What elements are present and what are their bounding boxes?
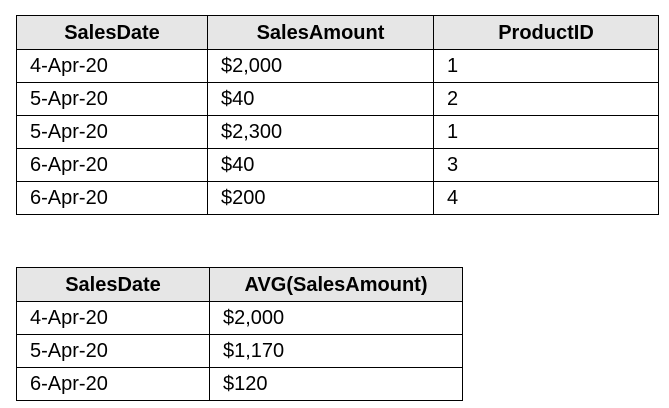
cell-sales-date: 6-Apr-20	[16, 181, 208, 215]
cell-sales-date: 5-Apr-20	[16, 334, 210, 368]
table-row: 5-Apr-20 $40 2	[16, 82, 659, 116]
cell-sales-date: 4-Apr-20	[16, 301, 210, 335]
cell-avg-sales-amount: $1,170	[209, 334, 463, 368]
cell-product-id: 4	[433, 181, 659, 215]
table-row: 5-Apr-20 $2,300 1	[16, 115, 659, 149]
cell-product-id: 1	[433, 115, 659, 149]
cell-sales-amount: $200	[207, 181, 434, 215]
cell-sales-date: 5-Apr-20	[16, 115, 208, 149]
cell-sales-amount: $2,300	[207, 115, 434, 149]
table-row: 4-Apr-20 $2,000	[16, 301, 463, 335]
table-row: 4-Apr-20 $2,000 1	[16, 49, 659, 83]
table-row: 6-Apr-20 $200 4	[16, 181, 659, 215]
cell-avg-sales-amount: $2,000	[209, 301, 463, 335]
cell-avg-sales-amount: $120	[209, 367, 463, 401]
cell-sales-date: 6-Apr-20	[16, 367, 210, 401]
header-sales-date: SalesDate	[16, 267, 210, 302]
cell-sales-date: 5-Apr-20	[16, 82, 208, 116]
cell-sales-date: 4-Apr-20	[16, 49, 208, 83]
cell-sales-date: 6-Apr-20	[16, 148, 208, 182]
header-sales-amount: SalesAmount	[207, 15, 434, 50]
header-avg-sales-amount: AVG(SalesAmount)	[209, 267, 463, 302]
cell-product-id: 3	[433, 148, 659, 182]
cell-sales-amount: $40	[207, 148, 434, 182]
header-product-id: ProductID	[433, 15, 659, 50]
header-sales-date: SalesDate	[16, 15, 208, 50]
sales-table: SalesDate SalesAmount ProductID 4-Apr-20…	[16, 15, 659, 215]
cell-product-id: 2	[433, 82, 659, 116]
table-row: 6-Apr-20 $120	[16, 367, 463, 401]
cell-sales-amount: $40	[207, 82, 434, 116]
header-row: SalesDate SalesAmount ProductID	[16, 15, 659, 50]
cell-sales-amount: $2,000	[207, 49, 434, 83]
table-row: 6-Apr-20 $40 3	[16, 148, 659, 182]
cell-product-id: 1	[433, 49, 659, 83]
average-sales-table: SalesDate AVG(SalesAmount) 4-Apr-20 $2,0…	[16, 267, 463, 401]
table-row: 5-Apr-20 $1,170	[16, 334, 463, 368]
header-row: SalesDate AVG(SalesAmount)	[16, 267, 463, 302]
